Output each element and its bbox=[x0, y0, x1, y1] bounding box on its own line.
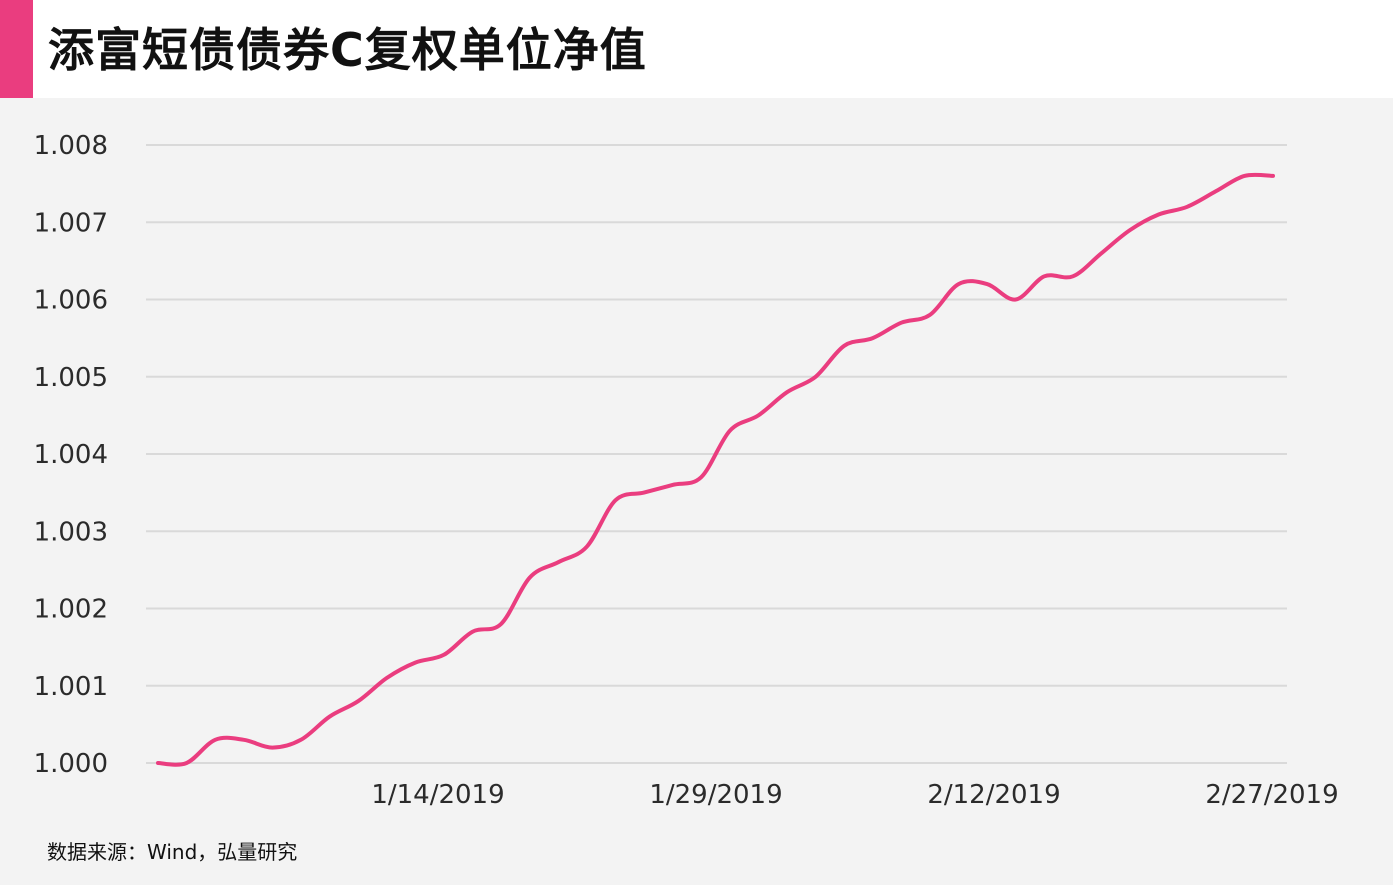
chart-panel bbox=[0, 98, 1393, 885]
x-tick-label: 2/27/2019 bbox=[1205, 780, 1338, 810]
chart-title: 添富短债债券C复权单位净值 bbox=[48, 23, 647, 77]
chart-header: 添富短债债券C复权单位净值 bbox=[0, 0, 1393, 98]
series bbox=[156, 172, 1275, 767]
y-tick-label: 1.002 bbox=[34, 595, 108, 625]
y-tick-label: 1.006 bbox=[34, 286, 108, 316]
data-source-note: 数据来源：Wind，弘量研究 bbox=[47, 840, 298, 864]
y-tick-label: 1.001 bbox=[34, 672, 108, 702]
title-accent-bar bbox=[0, 0, 33, 98]
x-axis-tick-labels: 1/14/2019 1/29/2019 2/12/2019 2/27/2019 bbox=[371, 780, 1338, 810]
y-tick-label: 1.007 bbox=[34, 208, 108, 238]
y-tick-label: 1.000 bbox=[34, 749, 108, 779]
y-tick-label: 1.004 bbox=[34, 440, 108, 470]
y-axis-tick-labels: 1.000 1.001 1.002 1.003 1.004 1.005 1.006 1.007… bbox=[34, 131, 108, 779]
x-tick-label: 1/29/2019 bbox=[649, 780, 782, 810]
x-tick-label: 1/14/2019 bbox=[371, 780, 504, 810]
y-tick-label: 1.003 bbox=[34, 517, 108, 547]
y-tick-label: 1.008 bbox=[34, 131, 108, 161]
y-tick-label: 1.005 bbox=[34, 363, 108, 393]
series-line-0 bbox=[156, 172, 1275, 767]
x-tick-label: 2/12/2019 bbox=[927, 780, 1060, 810]
